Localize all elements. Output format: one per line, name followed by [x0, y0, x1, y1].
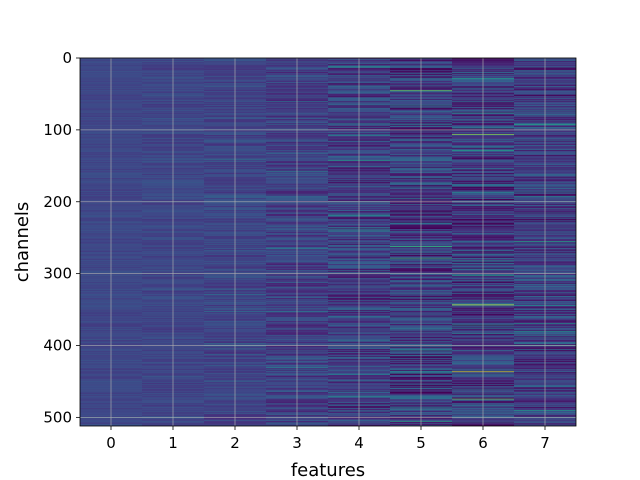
plot-frame — [79, 57, 577, 427]
y-tick-label: 200 — [43, 193, 72, 211]
y-tick-label: 100 — [43, 121, 72, 139]
x-tick-label: 7 — [540, 434, 550, 452]
y-axis-label: channels — [12, 202, 33, 283]
x-tick-label: 2 — [230, 434, 240, 452]
x-tick-label: 4 — [354, 434, 364, 452]
y-tick-label: 0 — [62, 49, 72, 67]
x-tick-label: 1 — [168, 434, 178, 452]
y-axis: 0 100 200 300 400 500 — [43, 49, 80, 426]
x-tick-label: 6 — [478, 434, 488, 452]
x-tick-label: 3 — [292, 434, 302, 452]
y-tick-label: 400 — [43, 337, 72, 355]
x-axis: 0 1 2 3 4 5 6 7 — [106, 426, 550, 452]
x-tick-label: 5 — [416, 434, 426, 452]
y-tick-label: 500 — [43, 408, 72, 426]
grid-lines — [80, 57, 576, 426]
x-tick-label: 0 — [106, 434, 116, 452]
heatmap-cells — [80, 58, 576, 426]
y-tick-label: 300 — [43, 265, 72, 283]
x-axis-label: features — [291, 460, 365, 480]
